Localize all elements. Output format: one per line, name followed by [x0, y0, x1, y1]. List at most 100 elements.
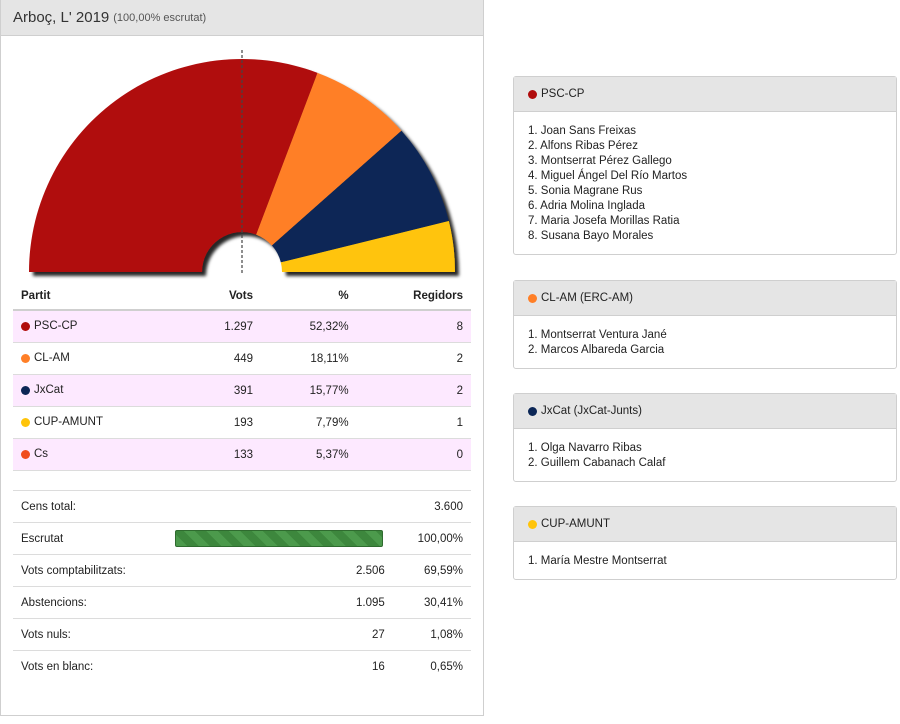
votes-cell: 133	[183, 438, 262, 471]
candidate-box-header: CUP-AMUNT	[514, 507, 896, 542]
col-pct: %	[261, 283, 357, 311]
results-table: Partit Vots % Regidors PSC-CP 1.297 52,32%…	[13, 283, 471, 471]
results-row: PSC-CP 1.297 52,32% 8	[13, 310, 471, 343]
results-row: CUP-AMUNT 193 7,79% 1	[13, 406, 471, 439]
summary-value: 2.506	[166, 554, 393, 587]
summary-table: Cens total: 3.600 Escrutat 100,00% Vots …	[13, 490, 471, 682]
candidate-name: 5. Sonia Magrane Rus	[528, 185, 643, 197]
pct-cell: 15,77%	[261, 374, 357, 407]
results-row: Cs 133 5,37% 0	[13, 438, 471, 471]
candidate-box-title: CL-AM (ERC-AM)	[541, 292, 633, 304]
cens-value: 3.600	[392, 490, 471, 523]
party-color-dot	[21, 449, 30, 459]
party-cell: CL-AM	[13, 342, 184, 375]
seats-cell: 0	[356, 438, 471, 471]
party-name: CUP-AMUNT	[34, 416, 103, 429]
candidate-name: 4. Miguel Ángel Del Río Martos	[528, 170, 688, 182]
party-color-dot	[21, 385, 30, 395]
votes-cell: 449	[183, 342, 262, 375]
col-seats: Regidors	[356, 283, 471, 311]
summary-pct: 0,65%	[392, 650, 471, 682]
party-color-dot	[528, 293, 537, 303]
seats-cell: 2	[356, 342, 471, 375]
candidate-name: 7. Maria Josefa Morillas Ratia	[528, 215, 680, 227]
seats-cell: 8	[356, 310, 471, 343]
cens-label: Cens total:	[13, 490, 167, 523]
results-panel: Arboç, L' 2019 (100,00% escrutat) Partit…	[0, 0, 484, 716]
votes-cell: 391	[183, 374, 262, 407]
party-name: Cs	[34, 448, 49, 461]
party-color-dot	[528, 406, 537, 416]
candidate-list: 1. Olga Navarro Ribas 2. Guillem Cabanach…	[514, 429, 896, 481]
party-name: JxCat	[34, 384, 64, 397]
party-cell: Cs	[13, 438, 184, 471]
summary-value: 27	[166, 618, 393, 651]
candidate-box-title: PSC-CP	[541, 88, 585, 100]
summary-pct: 1,08%	[392, 618, 471, 651]
candidate-name: 6. Adria Molina Inglada	[528, 200, 645, 212]
candidate-box-header: PSC-CP	[514, 77, 896, 112]
pct-cell: 52,32%	[261, 310, 357, 343]
candidate-box-psc-cp: PSC-CP 1. Joan Sans Freixas 2. Alfons Riba…	[513, 76, 897, 255]
seats-cell: 2	[356, 374, 471, 407]
candidate-name: 1. Olga Navarro Ribas	[528, 442, 642, 454]
candidate-name: 2. Marcos Albareda Garcia	[528, 344, 665, 356]
seat-slice-psc-cp	[29, 58, 318, 273]
candidate-name: 2. Guillem Cabanach Calaf	[528, 457, 666, 469]
summary-row-escrutat: Escrutat 100,00%	[13, 522, 471, 555]
panel-header: Arboç, L' 2019 (100,00% escrutat)	[1, 0, 483, 36]
votes-cell: 1.297	[183, 310, 262, 343]
scrutiny-progress-bar	[174, 530, 383, 547]
candidate-name: 1. Joan Sans Freixas	[528, 125, 637, 137]
pct-cell: 18,11%	[261, 342, 357, 375]
summary-row: Vots en blanc: 16 0,65%	[13, 650, 471, 682]
results-row: JxCat 391 15,77% 2	[13, 374, 471, 407]
summary-row: Abstencions: 1.095 30,41%	[13, 586, 471, 619]
party-color-dot	[528, 519, 537, 529]
candidate-list: 1. Montserrat Ventura Jané 2. Marcos Alba…	[514, 316, 896, 368]
summary-value: 1.095	[166, 586, 393, 619]
summary-label: Vots en blanc:	[13, 650, 167, 682]
summary-value: 16	[166, 650, 393, 682]
candidate-name: 2. Alfons Ribas Pérez	[528, 140, 638, 152]
party-name: CL-AM	[34, 352, 70, 365]
results-header-row: Partit Vots % Regidors	[13, 283, 471, 311]
summary-pct: 69,59%	[392, 554, 471, 587]
candidate-list: 1. María Mestre Montserrat	[514, 542, 896, 579]
party-cell: CUP-AMUNT	[13, 406, 184, 439]
escrutat-label: Escrutat	[13, 522, 167, 555]
candidate-box-title: CUP-AMUNT	[541, 518, 610, 530]
candidate-name: 3. Montserrat Pérez Gallego	[528, 155, 672, 167]
party-name: PSC-CP	[34, 320, 78, 333]
summary-label: Vots comptabilitzats:	[13, 554, 167, 587]
party-color-dot	[21, 321, 30, 331]
party-cell: PSC-CP	[13, 310, 184, 343]
votes-cell: 193	[183, 406, 262, 439]
candidate-box-header: JxCat (JxCat-Junts)	[514, 394, 896, 429]
candidate-box-title: JxCat (JxCat-Junts)	[541, 405, 642, 417]
seat-slice-jxcat	[271, 130, 449, 263]
candidate-name: 1. Montserrat Ventura Jané	[528, 329, 667, 341]
summary-pct: 30,41%	[392, 586, 471, 619]
seat-slice-cl-am	[256, 72, 402, 246]
pct-cell: 7,79%	[261, 406, 357, 439]
candidate-box-cup-amunt: CUP-AMUNT 1. María Mestre Montserrat	[513, 506, 897, 580]
page-title: Arboç, L' 2019	[13, 9, 110, 26]
summary-label: Abstencions:	[13, 586, 167, 619]
candidate-box-jxcat: JxCat (JxCat-Junts) 1. Olga Navarro Ribas…	[513, 393, 897, 482]
col-party: Partit	[13, 283, 184, 311]
escrutat-value: 100,00%	[392, 522, 471, 555]
candidate-box-cl-am: CL-AM (ERC-AM) 1. Montserrat Ventura Jané…	[513, 280, 897, 369]
summary-row: Vots comptabilitzats: 2.506 69,59%	[13, 554, 471, 587]
seats-cell: 1	[356, 406, 471, 439]
candidate-name: 8. Susana Bayo Morales	[528, 230, 654, 242]
results-row: CL-AM 449 18,11% 2	[13, 342, 471, 375]
summary-row: Vots nuls: 27 1,08%	[13, 618, 471, 651]
scrutiny-subtitle: (100,00% escrutat)	[113, 11, 207, 24]
seat-slice-cup-amunt	[280, 221, 455, 272]
pct-cell: 5,37%	[261, 438, 357, 471]
summary-row-cens: Cens total: 3.600	[13, 490, 471, 523]
candidate-list: 1. Joan Sans Freixas 2. Alfons Ribas Pére…	[514, 112, 896, 254]
seat-hemicycle-chart	[29, 50, 455, 274]
col-votes: Vots	[183, 283, 262, 311]
